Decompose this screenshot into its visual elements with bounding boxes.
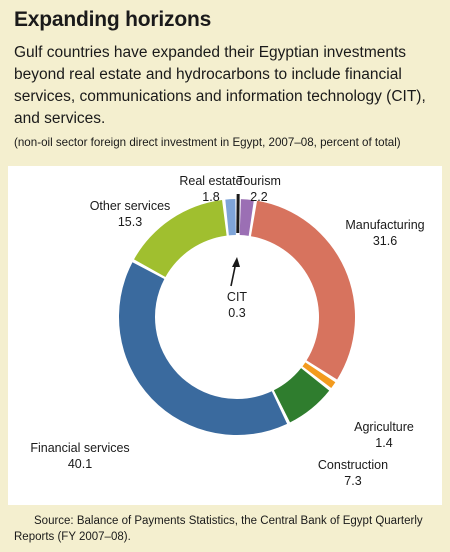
chart-subtitle: Gulf countries have expanded their Egypt… (14, 44, 426, 127)
slice-shape-other-services (134, 199, 227, 277)
value-label-tourism: 2.2 (250, 190, 267, 204)
cit-pointer-arrow (230, 257, 240, 287)
source-note: Source: Balance of Payments Statistics, … (14, 515, 423, 543)
slice-financial-services (118, 262, 288, 435)
slice-shape-agriculture (302, 362, 336, 389)
chart-note: (non-oil sector foreign direct investmen… (14, 136, 401, 149)
slice-tourism (239, 199, 254, 236)
value-label-agriculture: 1.4 (375, 436, 392, 450)
slice-manufacturing (250, 200, 355, 380)
donut-chart: CIT 0.3 Tourism 2.2 Manufacturing 31.6 Agricul… (30, 174, 424, 488)
chart-title: Expanding horizons (14, 8, 212, 31)
slice-real-estate (225, 199, 236, 236)
value-label-real-estate: 1.8 (202, 190, 219, 204)
slice-construction (273, 368, 330, 423)
value-label-financial-services: 40.1 (68, 457, 92, 471)
label-construction: Construction (318, 458, 388, 472)
label-financial-services: Financial services (30, 441, 129, 455)
value-label-cit: 0.3 (228, 306, 245, 320)
slice-other-services (134, 199, 227, 277)
chart-panel: CIT 0.3 Tourism 2.2 Manufacturing 31.6 Agricul… (8, 166, 442, 505)
value-label-construction: 7.3 (344, 474, 361, 488)
label-other-services: Other services (90, 199, 171, 213)
slice-shape-tourism (239, 199, 254, 236)
label-tourism: Tourism (237, 174, 281, 188)
value-label-manufacturing: 31.6 (373, 234, 397, 248)
slice-shape-financial-services (118, 262, 288, 435)
slice-shape-construction (273, 368, 330, 423)
slice-shape-manufacturing (250, 200, 355, 380)
label-manufacturing: Manufacturing (345, 218, 424, 232)
label-real-estate: Real estate (179, 174, 242, 188)
slice-shape-real-estate (225, 199, 236, 236)
label-cit: CIT (227, 290, 248, 304)
slice-agriculture (302, 362, 336, 389)
value-label-other-services: 15.3 (118, 215, 142, 229)
label-agriculture: Agriculture (354, 420, 414, 434)
